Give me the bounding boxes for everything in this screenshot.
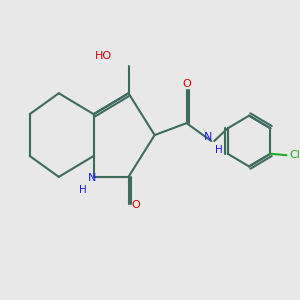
Text: O: O <box>182 79 191 89</box>
Text: Cl: Cl <box>289 150 300 160</box>
Text: H: H <box>215 145 222 155</box>
Text: H: H <box>79 185 86 195</box>
Text: HO: HO <box>95 51 112 61</box>
Text: N: N <box>88 173 96 183</box>
Text: N: N <box>204 132 213 142</box>
Text: O: O <box>131 200 140 210</box>
